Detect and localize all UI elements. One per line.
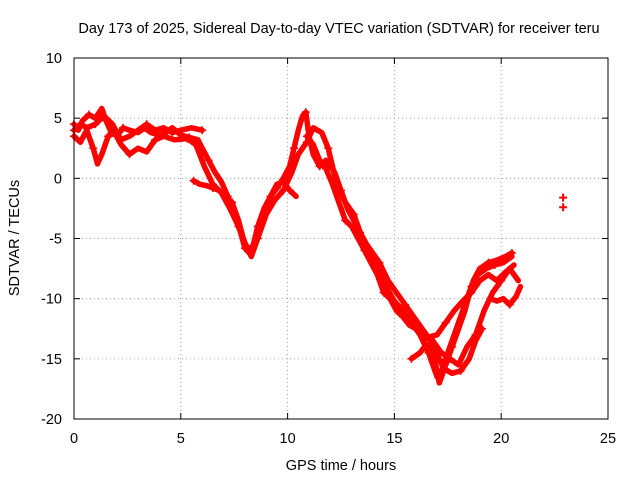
data-point	[375, 258, 384, 267]
data-point	[505, 300, 514, 309]
data-point	[401, 300, 410, 309]
data-point	[477, 324, 486, 333]
data-point	[198, 126, 207, 135]
data-point	[228, 198, 237, 207]
data-point	[492, 276, 501, 285]
data-point	[168, 128, 177, 137]
data-point	[189, 176, 198, 185]
x-tick-label-15: 15	[386, 431, 402, 447]
data-point	[398, 312, 407, 321]
data-point	[416, 328, 425, 337]
data-point	[341, 216, 350, 225]
y-axis-tick-labels: -20 -15 -10 -5 0 5 10	[41, 51, 62, 428]
x-tick-label-5: 5	[177, 431, 185, 447]
axis-ticks	[73, 57, 609, 420]
x-tick-label-0: 0	[70, 431, 78, 447]
data-point	[441, 318, 450, 327]
data-point	[183, 134, 192, 143]
data-point	[104, 132, 113, 141]
data-point	[448, 342, 457, 351]
data-point	[204, 156, 213, 165]
data-point	[379, 288, 388, 297]
data-point	[116, 135, 125, 144]
data-point	[247, 246, 256, 255]
isolated-data-point-1	[559, 203, 568, 212]
x-axis-tick-labels: 0 5 10 15 20 25	[70, 431, 616, 447]
data-point	[91, 120, 100, 129]
data-point	[302, 132, 311, 141]
data-point	[360, 246, 369, 255]
series-track-5	[408, 326, 485, 377]
x-tick-label-25: 25	[600, 431, 616, 447]
data-point	[285, 186, 294, 195]
isolated-data-point-0	[559, 193, 568, 202]
data-point	[324, 144, 333, 153]
data-point	[119, 123, 128, 132]
data-point	[301, 108, 310, 117]
data-point	[142, 120, 151, 129]
grid-lines	[74, 58, 608, 419]
data-point	[151, 135, 160, 144]
data-point	[490, 260, 499, 269]
y-tick-label--20: -20	[41, 412, 62, 428]
data-point	[125, 150, 134, 159]
y-tick-label-10: 10	[46, 51, 62, 67]
data-point	[456, 366, 465, 375]
x-tick-label-10: 10	[280, 431, 296, 447]
data-point	[290, 144, 299, 153]
data-point	[89, 144, 98, 153]
data-point	[208, 183, 217, 192]
series-track-3	[190, 177, 299, 254]
x-tick-label-20: 20	[493, 431, 509, 447]
data-point	[445, 354, 454, 363]
data-point	[407, 354, 416, 363]
data-point	[486, 294, 495, 303]
series-track-2	[71, 113, 205, 143]
data-point	[84, 110, 93, 119]
y-tick-label--15: -15	[41, 352, 62, 368]
y-axis-label: SDTVAR / TECUs	[7, 180, 23, 296]
series-track-6	[417, 262, 517, 340]
data-point	[467, 288, 476, 297]
y-tick-label--5: -5	[49, 232, 62, 248]
data-point	[266, 192, 275, 201]
y-tick-label-5: 5	[54, 111, 62, 127]
series-track-7	[487, 283, 524, 308]
x-axis-label: GPS time / hours	[286, 458, 396, 474]
y-tick-label-0: 0	[54, 171, 62, 187]
data-point	[349, 210, 358, 219]
data-series-sdtvar	[70, 105, 568, 386]
chart-title: Day 173 of 2025, Sidereal Day-to-day VTE…	[78, 21, 599, 37]
y-tick-label--10: -10	[41, 292, 62, 308]
data-point	[430, 345, 439, 354]
series-track-4	[304, 133, 522, 368]
data-point	[322, 164, 331, 173]
